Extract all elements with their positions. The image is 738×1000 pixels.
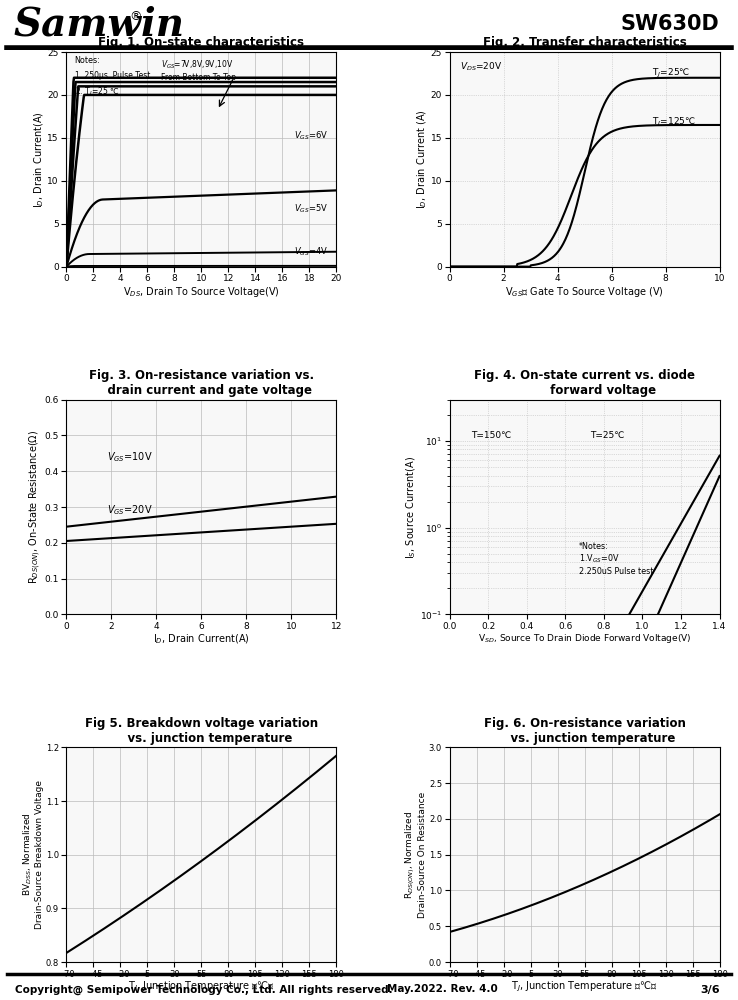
Text: T$_J$=125℃: T$_J$=125℃ bbox=[652, 116, 696, 129]
X-axis label: V$_{DS}$, Drain To Source Voltage(V): V$_{DS}$, Drain To Source Voltage(V) bbox=[123, 285, 280, 299]
Text: 3/6: 3/6 bbox=[700, 984, 720, 994]
Y-axis label: I$_{D}$, Drain Current (A): I$_{D}$, Drain Current (A) bbox=[415, 109, 429, 209]
Text: $V_{GS}$=6V: $V_{GS}$=6V bbox=[294, 129, 328, 142]
Text: Copyright@ Semipower Technology Co., Ltd. All rights reserved.: Copyright@ Semipower Technology Co., Ltd… bbox=[15, 984, 393, 995]
Text: From Bottom To Top: From Bottom To Top bbox=[161, 73, 236, 82]
Title: Fig 5. Breakdown voltage variation
    vs. junction temperature: Fig 5. Breakdown voltage variation vs. j… bbox=[85, 717, 318, 745]
Y-axis label: I$_{D}$, Drain Current(A): I$_{D}$, Drain Current(A) bbox=[32, 111, 46, 208]
X-axis label: T$_{J}$, Junction Temperature （℃）: T$_{J}$, Junction Temperature （℃） bbox=[128, 980, 275, 994]
Title: Fig. 2. Transfer characteristics: Fig. 2. Transfer characteristics bbox=[483, 36, 686, 49]
Y-axis label: I$_{S}$, Source Current(A): I$_{S}$, Source Current(A) bbox=[404, 455, 418, 559]
Text: $V_{GS}$=20V: $V_{GS}$=20V bbox=[107, 503, 153, 517]
X-axis label: I$_{D}$, Drain Current(A): I$_{D}$, Drain Current(A) bbox=[153, 632, 249, 646]
Text: 1. 250μs  Pulse Test: 1. 250μs Pulse Test bbox=[75, 71, 150, 80]
Title: Fig. 3. On-resistance variation vs.
    drain current and gate voltage: Fig. 3. On-resistance variation vs. drai… bbox=[89, 369, 314, 397]
Text: *Notes:
1.V$_{GS}$=0V
2.250uS Pulse test: *Notes: 1.V$_{GS}$=0V 2.250uS Pulse test bbox=[579, 542, 654, 576]
Text: T=150℃: T=150℃ bbox=[472, 431, 511, 440]
Title: Fig. 4. On-state current vs. diode
         forward voltage: Fig. 4. On-state current vs. diode forwa… bbox=[474, 369, 695, 397]
X-axis label: V$_{SD}$, Source To Drain Diode Forward Voltage(V): V$_{SD}$, Source To Drain Diode Forward … bbox=[477, 632, 692, 645]
Text: 2. T$_J$=25 ℃: 2. T$_J$=25 ℃ bbox=[75, 86, 120, 99]
Title: Fig. 6. On-resistance variation
    vs. junction temperature: Fig. 6. On-resistance variation vs. junc… bbox=[483, 717, 686, 745]
X-axis label: T$_{J}$, Junction Temperature （℃）: T$_{J}$, Junction Temperature （℃） bbox=[511, 980, 658, 994]
Y-axis label: R$_{DS(ON)}$, On-State Resistance(Ω): R$_{DS(ON)}$, On-State Resistance(Ω) bbox=[27, 430, 43, 584]
Text: T=25℃: T=25℃ bbox=[590, 431, 624, 440]
X-axis label: V$_{GS}$， Gate To Source Voltage (V): V$_{GS}$， Gate To Source Voltage (V) bbox=[506, 285, 664, 299]
Title: Fig. 1. On-state characteristics: Fig. 1. On-state characteristics bbox=[98, 36, 304, 49]
Text: SW630D: SW630D bbox=[621, 14, 720, 34]
Text: $V_{GS}$=10V: $V_{GS}$=10V bbox=[107, 450, 153, 464]
Text: T$_J$=25℃: T$_J$=25℃ bbox=[652, 67, 690, 80]
Text: May.2022. Rev. 4.0: May.2022. Rev. 4.0 bbox=[387, 984, 498, 994]
Text: $V_{GS}$=5V: $V_{GS}$=5V bbox=[294, 202, 328, 215]
Text: Notes:: Notes: bbox=[75, 56, 100, 65]
Text: ®: ® bbox=[129, 10, 142, 23]
Text: Samwin: Samwin bbox=[13, 5, 184, 43]
Text: $V_{DS}$=20V: $V_{DS}$=20V bbox=[461, 61, 503, 73]
Text: $V_{GS}$=4V: $V_{GS}$=4V bbox=[294, 245, 328, 258]
Y-axis label: R$_{DS(ON)}$, Normalized
Drain-Source On Resistance: R$_{DS(ON)}$, Normalized Drain-Source On… bbox=[403, 792, 427, 918]
Y-axis label: BV$_{DSS}$, Normalized
Drain-Source Breakdown Voltage: BV$_{DSS}$, Normalized Drain-Source Brea… bbox=[21, 780, 44, 929]
Text: $V_{GS}$=7V,8V,9V,10V: $V_{GS}$=7V,8V,9V,10V bbox=[161, 58, 233, 71]
